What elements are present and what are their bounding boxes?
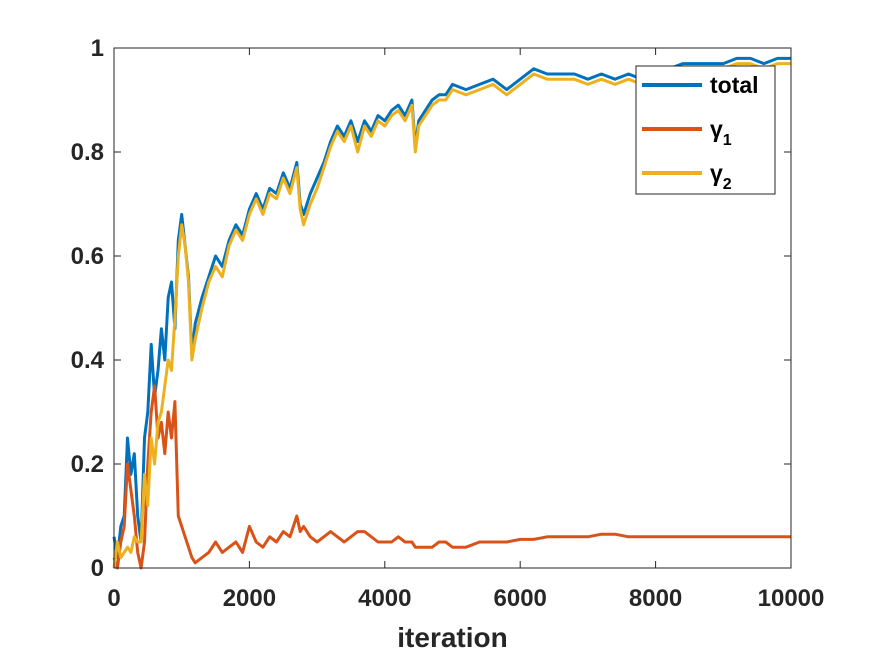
series-layer — [112, 56, 791, 570]
y-tick-label: 0.6 — [71, 243, 104, 270]
y-tick-label: 0 — [91, 555, 104, 582]
x-tick-label: 2000 — [223, 585, 276, 612]
y-tick-label: 1 — [91, 35, 104, 62]
x-tick-label: 10000 — [758, 585, 825, 612]
legend-label-0: total — [710, 72, 759, 98]
x-tick-label: 8000 — [629, 585, 682, 612]
legend-label-1: γ1 — [710, 116, 732, 149]
x-tick-label: 0 — [107, 585, 120, 612]
legend-label-2: γ2 — [710, 160, 732, 193]
x-axis-title: iteration — [397, 622, 507, 653]
ticks-layer: 0 2000 4000 6000 8000 10000 0 0.2 0.4 0.6 0.8 1 — [71, 35, 825, 612]
plot-frame — [113, 47, 792, 569]
series-line-2 — [112, 62, 791, 569]
x-tick-label: 6000 — [494, 585, 547, 612]
series-line-0 — [112, 56, 791, 560]
legend: total γ1 γ2 — [635, 65, 776, 195]
y-tick-label: 0.4 — [71, 347, 105, 374]
x-tick-label: 4000 — [358, 585, 411, 612]
series-line-1 — [112, 384, 791, 570]
y-tick-label: 0.2 — [71, 451, 104, 478]
y-tick-label: 0.8 — [71, 139, 104, 166]
